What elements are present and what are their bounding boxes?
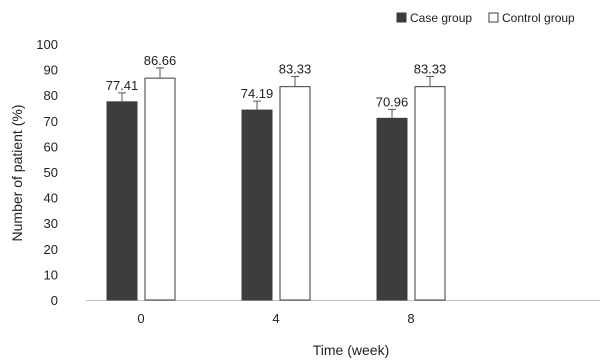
- bar-control-group: [279, 86, 311, 301]
- y-tick-label: 60: [44, 139, 58, 154]
- x-tick-label: 0: [137, 311, 144, 326]
- y-tick-label: 0: [51, 293, 58, 308]
- y-tick-label: 40: [44, 191, 58, 206]
- x-tick-labels: 0 4 8: [137, 311, 414, 326]
- bar-control-group: [144, 77, 176, 301]
- bar-case-group: [106, 101, 138, 301]
- y-tick-label: 50: [44, 165, 58, 180]
- y-axis-title: Number of patient (%): [9, 105, 25, 242]
- y-tick-label: 100: [36, 37, 58, 52]
- x-tick-label: 4: [272, 311, 279, 326]
- y-tick-label: 70: [44, 114, 58, 129]
- legend: Case group Control group: [396, 11, 575, 25]
- legend-swatch-case: [396, 12, 407, 23]
- legend-swatch-control: [488, 12, 499, 23]
- data-label: 77.41: [106, 78, 139, 93]
- error-bars: [118, 67, 434, 119]
- x-tick-label: 8: [407, 311, 414, 326]
- data-label: 83.33: [279, 61, 312, 76]
- y-tick-label: 80: [44, 88, 58, 103]
- bar-case-group: [241, 109, 273, 301]
- data-label: 86.66: [144, 53, 177, 68]
- data-labels: 77.41 86.66 74.19 83.33 70.96 83.33: [106, 53, 447, 109]
- data-label: 74.19: [241, 86, 274, 101]
- y-tick-label: 90: [44, 63, 58, 78]
- legend-label-case: Case group: [410, 11, 472, 25]
- data-label: 83.33: [414, 61, 447, 76]
- y-tick-label: 20: [44, 242, 58, 257]
- x-axis-title: Time (week): [313, 342, 390, 358]
- y-tick-labels: 0 10 20 30 40 50 60 70 80 90 100: [36, 37, 58, 308]
- data-label: 70.96: [376, 94, 409, 109]
- legend-label-control: Control group: [502, 11, 575, 25]
- bar-control-group: [414, 86, 446, 301]
- bars: [106, 77, 446, 301]
- y-tick-label: 10: [44, 267, 58, 282]
- bar-case-group: [376, 117, 408, 301]
- y-tick-label: 30: [44, 216, 58, 231]
